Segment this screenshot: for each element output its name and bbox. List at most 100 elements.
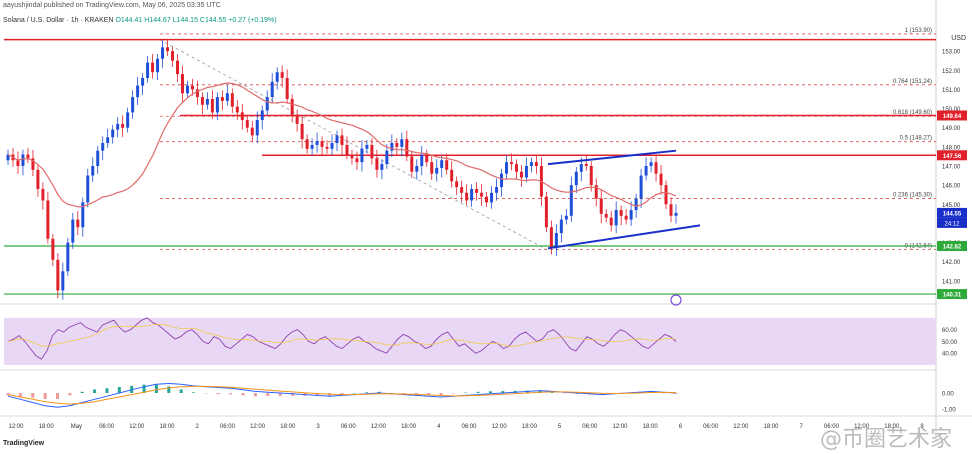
candle-body (599, 198, 603, 214)
time-tick-label: 3 (316, 424, 320, 430)
price-axis-label-bg (937, 289, 967, 300)
time-tick-label: 18:00 (522, 424, 538, 430)
macd-histogram-bar (291, 393, 295, 396)
macd-histogram-bar (427, 393, 431, 395)
fib-level-label: 0.5 (148.27) (900, 136, 932, 142)
candle-body (185, 85, 189, 94)
candle-body (370, 144, 374, 159)
candle-body (285, 77, 289, 99)
rsi-tick-label: 50.00 (942, 340, 958, 346)
macd-histogram-bar (488, 391, 492, 393)
time-tick-label: 18:00 (643, 424, 659, 430)
candle-body (445, 160, 449, 170)
candle-body (634, 198, 638, 211)
ohlc-values: O144.41 H144.67 L144.15 C144.55 +0.27 (+… (115, 17, 277, 24)
time-tick-label: 7 (800, 424, 804, 430)
candle-body (340, 135, 344, 145)
candle-body (654, 162, 658, 174)
candle-body (669, 204, 673, 216)
candle-body (440, 160, 444, 168)
candle-body (126, 112, 130, 128)
candle-body (235, 106, 239, 113)
candle-body (250, 127, 254, 136)
time-tick-label: 18:00 (884, 424, 900, 430)
candle-body (514, 164, 518, 172)
macd-histogram-bar (563, 393, 567, 394)
candle-body (365, 144, 369, 149)
time-tick-label: 06:00 (824, 424, 840, 430)
candle-body (674, 212, 678, 216)
macd-histogram-bar (216, 393, 220, 395)
candle-body (554, 233, 558, 249)
candle-body (220, 97, 224, 101)
candle-body (61, 271, 65, 291)
time-tick-label: 2 (196, 424, 200, 430)
candle-body (116, 123, 120, 130)
candle-body (180, 74, 184, 94)
candle-body (166, 47, 170, 52)
price-axis-label: 147.56 (943, 154, 962, 160)
time-tick-label: 12:00 (854, 424, 870, 430)
time-tick-label: 18:00 (159, 424, 175, 430)
candle-body (485, 196, 489, 203)
price-tick-label: 150.00 (942, 107, 961, 113)
fib-level-label: 0.764 (151.24) (893, 79, 932, 85)
time-tick-label: 4 (437, 424, 441, 430)
candle-body (300, 123, 304, 140)
candle-body (435, 167, 439, 174)
candle-body (51, 238, 55, 260)
candle-body (205, 99, 209, 105)
candle-body (465, 192, 469, 201)
time-tick-label: 8 (920, 424, 924, 430)
candle-body (584, 164, 588, 166)
macd-histogram-bar (662, 392, 666, 394)
macd-histogram-bar (402, 393, 406, 394)
candle-body (325, 146, 329, 149)
macd-histogram-bar (340, 393, 344, 395)
macd-histogram-bar (575, 393, 579, 395)
candle-body (629, 210, 633, 220)
candle-body (96, 150, 100, 166)
macd-histogram-bar (31, 393, 35, 398)
time-tick-label: 12:00 (612, 424, 628, 430)
candle-body (425, 154, 429, 163)
rsi-band (4, 317, 936, 365)
candle-body (529, 162, 533, 166)
candle-body (31, 158, 35, 170)
price-tick-label: 147.00 (942, 165, 961, 171)
candle-body (146, 62, 150, 78)
candle-body (280, 72, 284, 78)
candle-body (569, 185, 573, 216)
watermark: @币圈艺术家 (820, 427, 953, 452)
macd-histogram-bar (117, 387, 121, 393)
price-tick-label: 145.00 (942, 203, 961, 209)
fib-level-label: 0.618 (149.60) (893, 110, 932, 116)
candle-body (524, 166, 528, 178)
candle-body (460, 187, 464, 193)
candle-body (101, 143, 105, 151)
macd-histogram-bar (451, 393, 455, 394)
time-tick-label: May (71, 424, 82, 430)
candle-body (6, 154, 10, 161)
macd-histogram-bar (229, 393, 233, 395)
symbol-info: Solana / U.S. Dollar · 1h · KRAKEN O144.… (3, 17, 277, 24)
candle-body (574, 171, 578, 186)
candle-body (71, 219, 75, 243)
candle-body (509, 162, 513, 165)
macd-histogram-bar (550, 392, 554, 393)
macd-histogram-bar (278, 393, 282, 396)
candle-body (400, 139, 404, 147)
candle-body (26, 154, 30, 159)
candle-body (385, 150, 389, 165)
macd-tick-label: -1.00 (942, 407, 956, 413)
macd-histogram-bar (377, 391, 381, 393)
candle-body (200, 97, 204, 105)
candle-body (175, 60, 179, 75)
candle-body (420, 154, 424, 166)
candle-body (519, 171, 523, 178)
macd-histogram-bar (352, 393, 356, 394)
candle-body (230, 93, 234, 107)
candle-body (215, 97, 219, 113)
trendline-dashed (159, 39, 549, 251)
